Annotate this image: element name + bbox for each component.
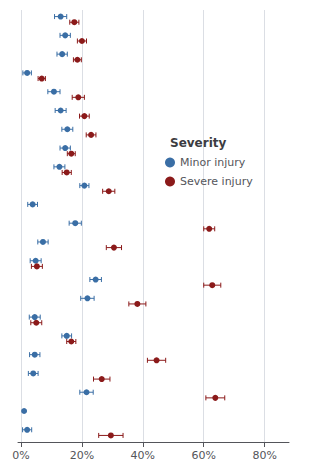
svg-text:Minor injury: Minor injury xyxy=(180,156,246,169)
svg-text:0%: 0% xyxy=(12,449,29,462)
svg-text:80%: 80% xyxy=(252,449,276,462)
svg-text:20%: 20% xyxy=(70,449,94,462)
svg-text:Severe injury: Severe injury xyxy=(180,175,253,188)
svg-text:40%: 40% xyxy=(131,449,155,462)
svg-text:Severity: Severity xyxy=(170,136,227,150)
svg-text:60%: 60% xyxy=(192,449,216,462)
